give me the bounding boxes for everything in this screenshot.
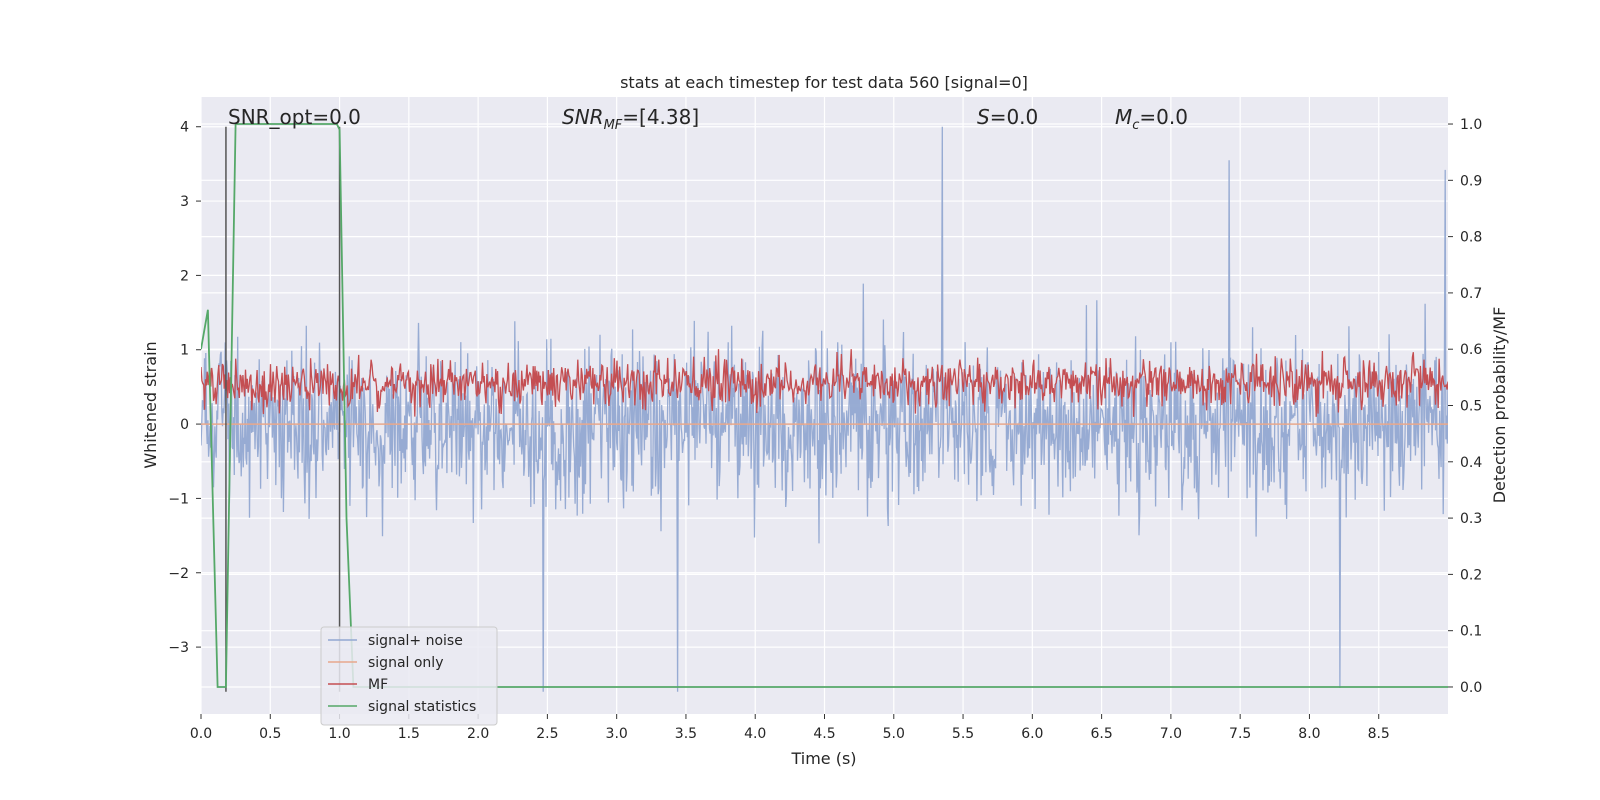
x-tick-label: 2.5 [536,726,558,742]
x-tick-label: 0.5 [259,726,281,742]
y2-tick-label: 0.9 [1460,173,1482,189]
annotation-s-symbol: S [977,105,990,129]
annotation-snr-mf-subscript: MF [604,118,623,133]
y-tick-label: 2 [180,268,189,284]
annotation-mc-subscript: c [1132,118,1139,133]
y-axis-right: 1.0 0.9 0.8 0.7 0.6 0.5 0.4 0.3 0.2 0.1 0.0 [1448,117,1482,696]
y2-tick-label: 0.2 [1460,567,1482,583]
y2-tick-label: 0.7 [1460,286,1482,302]
x-tick-label: 6.0 [1021,726,1043,742]
x-tick-label: 3.0 [606,726,628,742]
annotation-snr-mf-value: =[4.38] [622,105,699,129]
series-signal-noise [201,126,1448,692]
annotation-s: S=0.0 [977,105,1038,129]
y-tick-label: 0 [180,417,189,433]
x-tick-label: 6.5 [1090,726,1112,742]
y-tick-label: −2 [168,566,189,582]
annotation-snr-opt: SNR_opt=0.0 [228,105,361,129]
x-axis: 0.0 0.5 1.0 1.5 2.0 2.5 3.0 3.5 4.0 4.5 5.0 5.5 6.0 6… [190,714,1390,742]
y-tick-label: 1 [180,343,189,359]
x-axis-label: Time (s) [790,749,856,768]
series-layer [201,123,1448,692]
y-tick-label: −1 [168,491,189,507]
legend-label-signal-noise: signal+ noise [368,633,463,649]
annotation-mc: Mc=0.0 [1115,105,1188,133]
legend-label-signal-only: signal only [368,655,443,671]
x-tick-label: 7.0 [1160,726,1182,742]
annotation-mc-symbol: M [1115,105,1132,129]
legend-label-signal-statistics: signal statistics [368,699,476,715]
x-tick-label: 1.0 [328,726,350,742]
y-tick-label: −3 [168,640,189,656]
y2-axis-label: Detection probability/MF [1490,307,1509,504]
y2-tick-label: 0.3 [1460,511,1482,527]
y2-tick-label: 0.8 [1460,230,1482,246]
y2-tick-label: 0.4 [1460,455,1482,471]
y2-tick-label: 1.0 [1460,117,1482,133]
y2-tick-label: 0.1 [1460,624,1482,640]
x-tick-label: 4.0 [744,726,766,742]
x-tick-label: 0.0 [190,726,212,742]
y-tick-label: 4 [180,120,189,136]
y2-tick-label: 0.0 [1460,680,1482,696]
legend-box [320,626,498,726]
y2-tick-label: 0.5 [1460,399,1482,415]
x-tick-label: 1.5 [398,726,420,742]
y2-tick-label: 0.6 [1460,342,1482,358]
x-tick-label: 3.5 [675,726,697,742]
y-tick-label: 3 [180,194,189,210]
annotation-s-value: =0.0 [990,105,1039,129]
x-tick-label: 5.0 [883,726,905,742]
annotation-snr-mf-main: SNR [562,105,604,129]
x-tick-label: 2.0 [467,726,489,742]
legend-label-mf: MF [368,677,388,693]
x-tick-label: 4.5 [813,726,835,742]
x-tick-label: 8.5 [1368,726,1390,742]
annotation-mc-value: =0.0 [1139,105,1188,129]
y-axis-left: 4 3 2 1 0 −1 −2 −3 [168,120,201,656]
x-tick-label: 7.5 [1229,726,1251,742]
series-mf [201,349,1448,417]
x-tick-label: 5.5 [952,726,974,742]
annotation-snr-mf: SNRMF=[4.38] [562,105,699,133]
chart-title: stats at each timestep for test data 560… [620,73,1028,92]
x-tick-label: 8.0 [1298,726,1320,742]
legend: signal+ noise signal only MF signal stat… [320,626,498,726]
y-axis-label: Whitened strain [141,341,160,468]
